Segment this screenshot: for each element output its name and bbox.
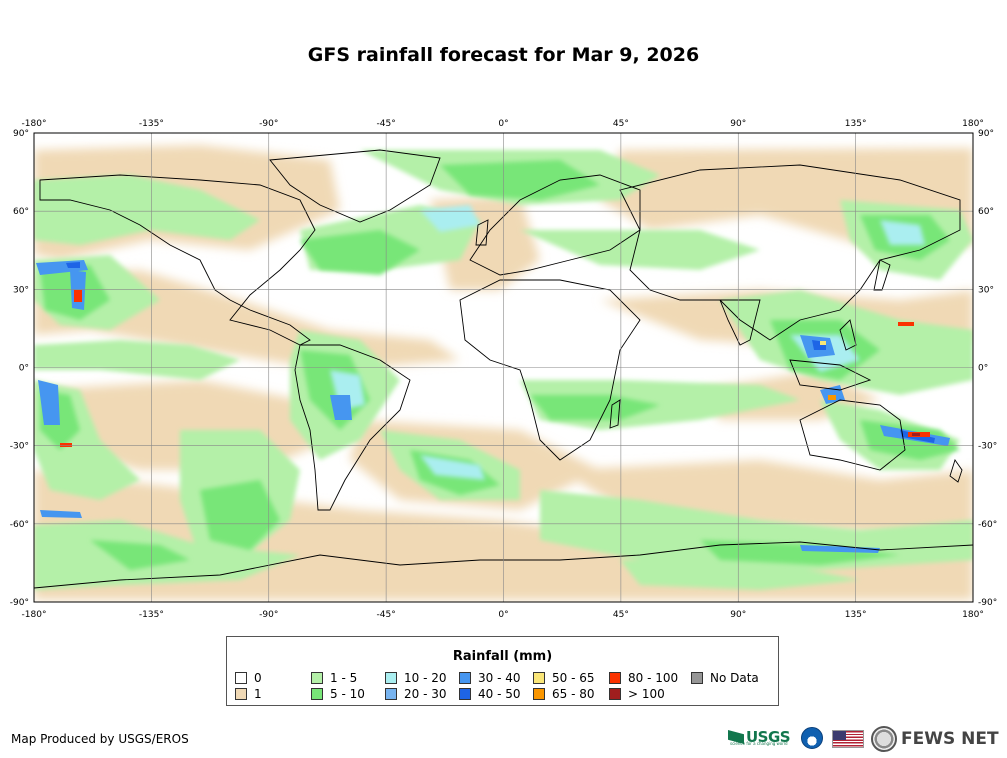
- map-frame: [33, 132, 974, 603]
- left-lat-label: 60°: [13, 207, 29, 217]
- usgs-wave-icon: [728, 730, 744, 744]
- legend-swatch: [385, 672, 397, 684]
- legend-swatch: [533, 688, 545, 700]
- legend-item: 0: [235, 671, 262, 685]
- legend-item: 1 - 5: [311, 671, 357, 685]
- us-flag-icon: [832, 730, 864, 748]
- legend-label: 65 - 80: [552, 687, 595, 701]
- legend-label: No Data: [710, 671, 759, 685]
- rainfall-map: -180° -180° -135° -135° -90° -90° -45° -45° 0° 0°…: [10, 119, 997, 620]
- right-lat-label: 0°: [978, 364, 988, 374]
- legend-swatch: [235, 688, 247, 700]
- legend-item: 40 - 50: [459, 687, 521, 701]
- legend-label: 40 - 50: [478, 687, 521, 701]
- legend-label: 50 - 65: [552, 671, 595, 685]
- legend-item: No Data: [691, 671, 759, 685]
- top-lon-label: -180°: [22, 119, 47, 129]
- right-lat-label: 90°: [978, 129, 994, 139]
- legend-item: 10 - 20: [385, 671, 447, 685]
- legend-label: 30 - 40: [478, 671, 521, 685]
- left-lat-label: -90°: [10, 598, 29, 608]
- top-lon-label: 135°: [845, 119, 867, 129]
- legend-item: 1: [235, 687, 262, 701]
- legend-label: > 100: [628, 687, 665, 701]
- fews-net-logo: FEWS NET: [901, 729, 999, 749]
- bottom-lon-label: 0°: [498, 610, 508, 620]
- top-lon-label: -90°: [259, 119, 278, 129]
- right-lat-label: -30°: [978, 442, 997, 452]
- legend-item: 5 - 10: [311, 687, 365, 701]
- legend-item: 30 - 40: [459, 671, 521, 685]
- legend-swatch: [609, 672, 621, 684]
- top-lon-label: 90°: [730, 119, 746, 129]
- legend-label: 0: [254, 671, 262, 685]
- right-lat-label: 60°: [978, 207, 994, 217]
- coastlines: [34, 149, 973, 589]
- bottom-lon-label: 180°: [962, 610, 984, 620]
- legend-swatch: [459, 688, 471, 700]
- bottom-lon-label: 135°: [845, 610, 867, 620]
- graticule: [34, 133, 973, 602]
- legend-label: 20 - 30: [404, 687, 447, 701]
- usgs-logo-text: USGS: [746, 728, 791, 746]
- bottom-lon-label: -90°: [259, 610, 278, 620]
- legend-label: 1: [254, 687, 262, 701]
- state-dept-seal-icon: [871, 726, 897, 752]
- left-lat-label: 30°: [13, 285, 29, 295]
- legend-item: 80 - 100: [609, 671, 678, 685]
- left-lat-label: -60°: [10, 520, 29, 530]
- legend-item: 20 - 30: [385, 687, 447, 701]
- axis-ticks: -180° -180° -135° -135° -90° -90° -45° -45° 0° 0°…: [10, 119, 997, 620]
- legend-item: 65 - 80: [533, 687, 595, 701]
- right-lat-label: -60°: [978, 520, 997, 530]
- noaa-logo-icon: [801, 727, 823, 749]
- top-lon-label: -135°: [139, 119, 164, 129]
- legend-label: 5 - 10: [330, 687, 365, 701]
- legend-swatch: [385, 688, 397, 700]
- top-lon-label: 45°: [613, 119, 629, 129]
- top-lon-label: 0°: [498, 119, 508, 129]
- credit-text: Map Produced by USGS/EROS: [11, 732, 189, 746]
- legend-swatch: [691, 672, 703, 684]
- legend-label: 80 - 100: [628, 671, 679, 685]
- legend-swatch: [533, 672, 545, 684]
- legend-item: > 100: [609, 687, 665, 701]
- legend-swatch: [609, 688, 621, 700]
- legend: Rainfall (mm) 0 1 1 - 5 5 - 10 10 - 20 20 - 3…: [226, 636, 779, 706]
- legend-swatch: [311, 688, 323, 700]
- legend-label: 10 - 20: [404, 671, 447, 685]
- usgs-tagline: science for a changing world: [730, 741, 788, 746]
- top-lon-label: 180°: [962, 119, 984, 129]
- bottom-lon-label: -180°: [22, 610, 47, 620]
- legend-label: 1 - 5: [330, 671, 358, 685]
- left-lat-label: 0°: [19, 364, 29, 374]
- left-lat-label: -30°: [10, 442, 29, 452]
- legend-swatch: [459, 672, 471, 684]
- bottom-lon-label: -45°: [377, 610, 396, 620]
- legend-item: 50 - 65: [533, 671, 595, 685]
- right-lat-label: -90°: [978, 598, 997, 608]
- legend-title: Rainfall (mm): [452, 649, 553, 664]
- bottom-lon-label: -135°: [139, 610, 164, 620]
- legend-swatch: [235, 672, 247, 684]
- bottom-lon-label: 90°: [730, 610, 746, 620]
- right-lat-label: 30°: [978, 285, 994, 295]
- left-lat-label: 90°: [13, 129, 29, 139]
- legend-swatch: [311, 672, 323, 684]
- map-title: GFS rainfall forecast for Mar 9, 2026: [307, 44, 700, 66]
- usgs-logo: USGS: [728, 728, 791, 746]
- bottom-lon-label: 45°: [613, 610, 629, 620]
- top-lon-label: -45°: [377, 119, 396, 129]
